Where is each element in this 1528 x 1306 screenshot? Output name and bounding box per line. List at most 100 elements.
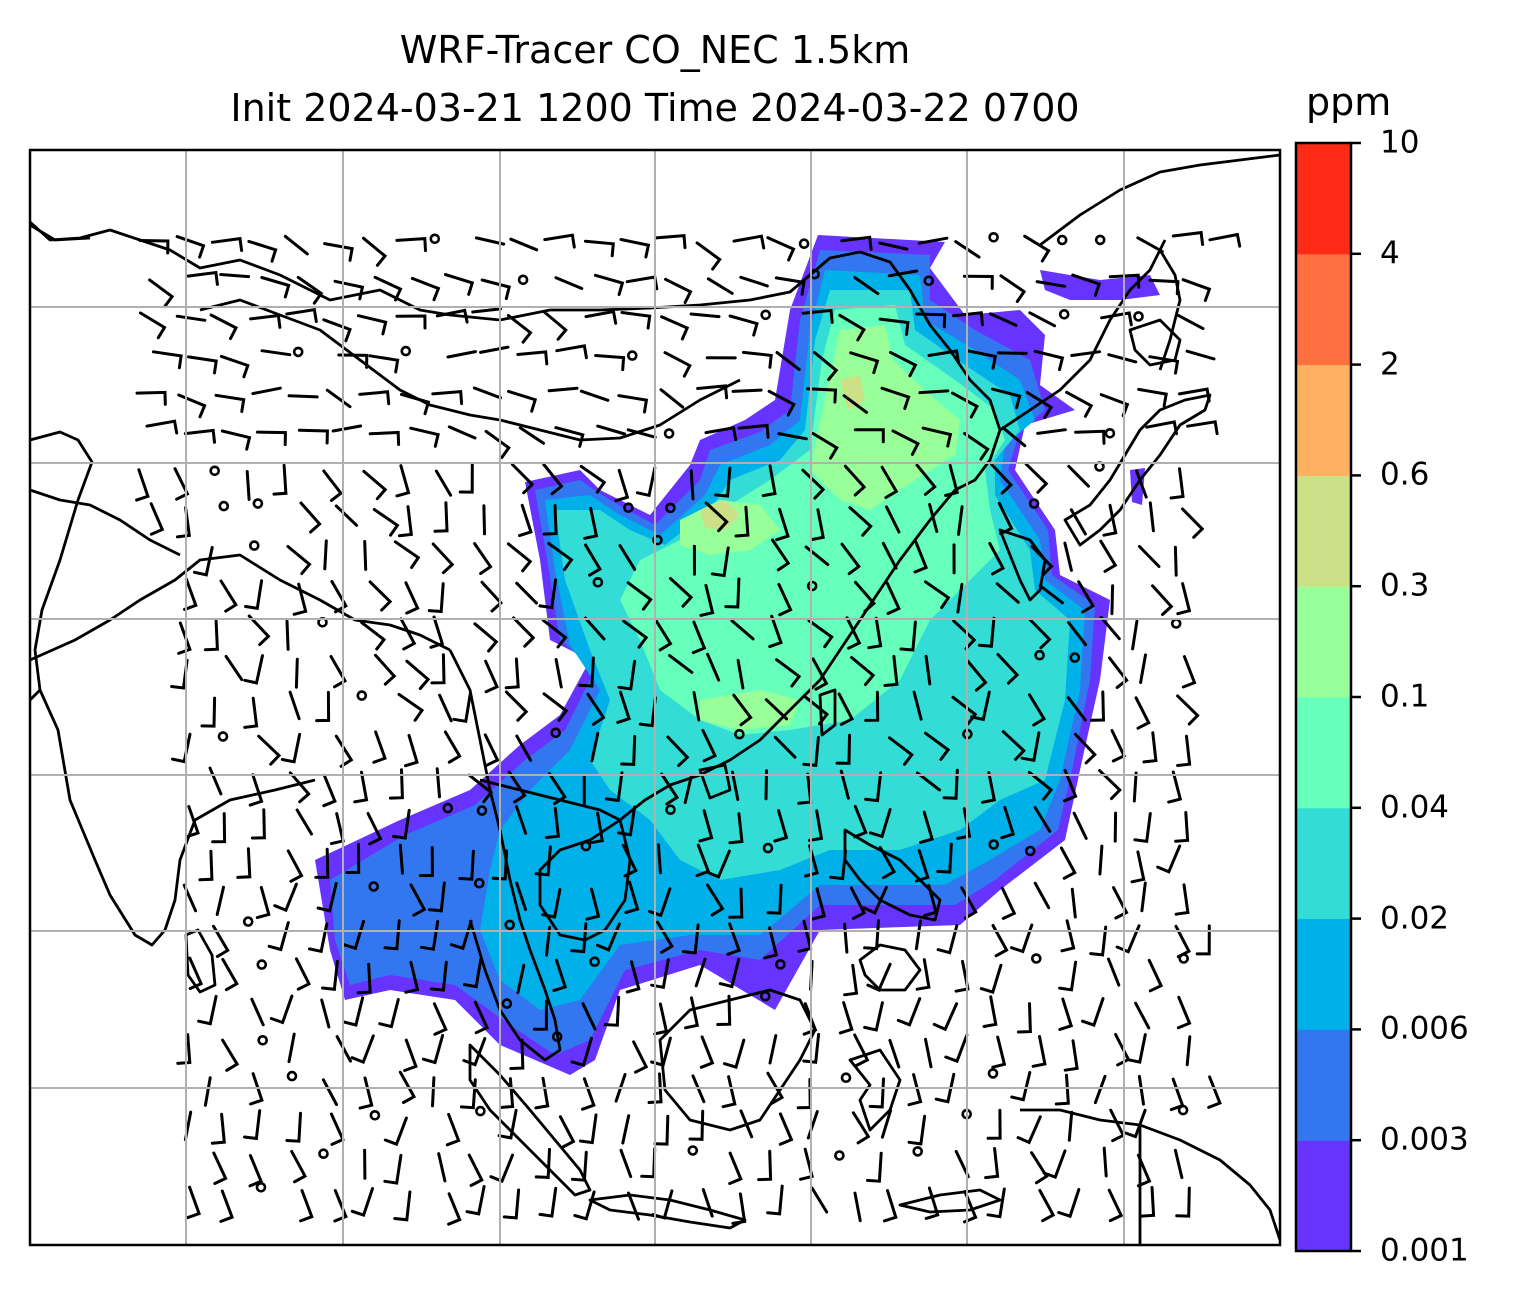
wind-barb: [1173, 1148, 1184, 1180]
wind-barb: [188, 956, 204, 990]
wind-barb: [838, 1001, 854, 1035]
wind-barb: [250, 808, 266, 840]
co-field-olive-2: [840, 375, 865, 410]
wind-barb: [837, 692, 855, 726]
wind-barb: [219, 579, 238, 613]
wind-barb: [472, 386, 503, 400]
wind-barb: [896, 997, 922, 1027]
wind-barb: [509, 237, 539, 252]
wind-barb: [322, 469, 344, 502]
wind-barb: [176, 1033, 192, 1065]
wind-barb: [198, 849, 214, 882]
wind-barb: [283, 234, 309, 256]
wind-barb: [1176, 995, 1192, 1030]
wind-barb: [773, 735, 797, 759]
colorbar-tick-label: 10: [1380, 124, 1420, 161]
wind-barb: [512, 616, 536, 648]
calm-wind-circle: [1069, 652, 1081, 663]
wind-barb: [185, 805, 200, 839]
wind-barb: [880, 1108, 893, 1139]
wind-barb: [555, 344, 588, 360]
wind-barb: [966, 659, 988, 692]
wind-barb: [315, 690, 331, 723]
coastline-timor: [898, 1188, 1002, 1214]
wind-barb: [843, 464, 867, 497]
wind-barb: [977, 616, 996, 648]
colorbar-tick-label: 0.02: [1380, 900, 1450, 937]
calm-wind-circle: [242, 916, 254, 927]
wind-barb: [255, 430, 287, 447]
wind-barb: [915, 958, 931, 991]
calm-wind-circle: [734, 728, 745, 740]
wind-barb: [866, 1151, 883, 1183]
wind-barb: [1090, 690, 1106, 722]
wind-barb: [329, 812, 345, 846]
wind-barb: [736, 658, 745, 690]
wind-barb: [257, 734, 282, 766]
wind-barb: [1093, 1074, 1107, 1105]
wind-barb: [518, 503, 533, 538]
wind-barb: [730, 770, 740, 802]
wind-barb: [360, 621, 387, 651]
wind-barb: [438, 693, 453, 723]
wind-barb: [914, 919, 922, 951]
wind-barb: [1065, 390, 1094, 418]
wind-barb: [534, 1147, 551, 1179]
wind-barb: [489, 1153, 514, 1184]
wind-barb: [1147, 958, 1164, 993]
wind-barb: [183, 428, 216, 444]
map-panel: [30, 150, 1280, 1245]
wind-barb: [515, 881, 527, 912]
wind-barb: [907, 1114, 927, 1146]
wind-barb: [219, 273, 251, 279]
wind-barb: [139, 311, 167, 340]
wind-barb: [944, 1033, 969, 1064]
wind-barb: [1181, 507, 1205, 539]
wind-barb: [1074, 429, 1106, 445]
wind-barb: [698, 809, 714, 843]
wind-barb: [683, 773, 693, 805]
colorbar-segment: [1296, 364, 1351, 476]
wind-barb: [919, 810, 934, 844]
wind-barb: [431, 1076, 436, 1108]
wind-barb: [724, 577, 741, 609]
wind-barb: [764, 698, 789, 721]
wind-barb: [668, 654, 694, 674]
wind-barb: [889, 350, 918, 378]
wind-barb: [435, 308, 469, 324]
wind-barb: [640, 1147, 657, 1179]
wind-barb: [547, 772, 567, 805]
wind-barb: [963, 1190, 978, 1224]
wind-barb: [660, 315, 690, 341]
wind-barb: [236, 847, 252, 879]
wind-barb: [853, 1191, 862, 1223]
wind-barb: [148, 278, 175, 308]
calm-wind-circle: [517, 274, 529, 286]
wind-barb: [862, 885, 888, 915]
wind-barb: [766, 236, 796, 262]
wind-barb: [1028, 618, 1052, 650]
wind-barb: [924, 1186, 940, 1220]
wind-barb: [1134, 1001, 1151, 1030]
colorbar-tick-label: 0.6: [1380, 456, 1430, 493]
wind-barb: [395, 237, 427, 253]
wind-barb: [1175, 1186, 1191, 1218]
wind-barb: [885, 581, 901, 615]
wind-barb: [431, 542, 455, 575]
wind-barb: [316, 882, 338, 913]
calm-wind-circle: [356, 690, 368, 701]
wind-barb: [689, 312, 721, 319]
wind-barb: [739, 1109, 754, 1139]
gridlines: [30, 150, 1280, 1245]
wind-barb: [320, 998, 331, 1029]
wind-barb: [956, 807, 972, 840]
wind-barb: [149, 502, 165, 536]
wind-barb: [458, 462, 474, 494]
calm-wind-circle: [665, 502, 676, 514]
wind-barb: [866, 962, 892, 992]
wind-barb: [1130, 850, 1146, 884]
wind-barb: [573, 1190, 596, 1221]
wind-barb: [963, 432, 990, 461]
wind-barb: [617, 394, 649, 414]
wind-barb: [763, 926, 779, 960]
